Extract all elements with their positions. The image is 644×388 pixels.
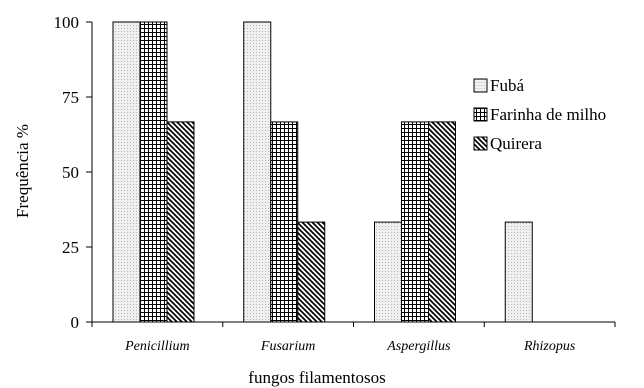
legend-swatch-farinha-de-milho	[474, 108, 487, 121]
bar-farinha-de-milho-penicillium	[140, 22, 167, 322]
legend-swatch-fuba	[474, 79, 487, 92]
legend-label-farinha-de-milho: Farinha de milho	[490, 105, 606, 124]
y-axis-title: Frequência %	[13, 124, 32, 218]
legend-label-fuba: Fubá	[490, 76, 524, 95]
bar-fuba-penicillium	[113, 22, 140, 322]
bar-farinha-de-milho-aspergillus	[402, 122, 429, 322]
x-axis-title: fungos filamentosos	[248, 368, 385, 387]
bar-quirera-fusarium	[298, 222, 325, 322]
y-tick-label: 0	[71, 313, 80, 332]
y-tick-label: 50	[62, 163, 79, 182]
plot-area: 0 25 50 75 100 Penicillium Fusarium Aspergillu…	[54, 13, 616, 354]
x-tick-label-penicillium: Penicillium	[124, 339, 190, 354]
bars	[113, 22, 532, 322]
bar-quirera-aspergillus	[429, 122, 456, 322]
bar-quirera-penicillium	[167, 122, 194, 322]
y-tick-label: 75	[62, 88, 79, 107]
x-tick-label-rhizopus: Rhizopus	[523, 339, 576, 354]
y-tick-label: 100	[54, 13, 80, 32]
legend: Fubá Farinha de milho Quirera	[474, 76, 606, 153]
bar-fuba-aspergillus	[375, 222, 402, 322]
legend-label-quirera: Quirera	[490, 134, 542, 153]
x-tick-label-aspergillus: Aspergillus	[386, 339, 451, 354]
bar-farinha-de-milho-fusarium	[271, 122, 298, 322]
bar-fuba-fusarium	[244, 22, 271, 322]
y-tick-label: 25	[62, 238, 79, 257]
x-tick-label-fusarium: Fusarium	[260, 339, 315, 354]
x-axis: Penicillium Fusarium Aspergillus Rhizopus	[92, 322, 615, 354]
y-axis: 0 25 50 75 100	[54, 13, 93, 332]
legend-swatch-quirera	[474, 137, 487, 150]
bar-fuba-rhizopus	[505, 222, 532, 322]
